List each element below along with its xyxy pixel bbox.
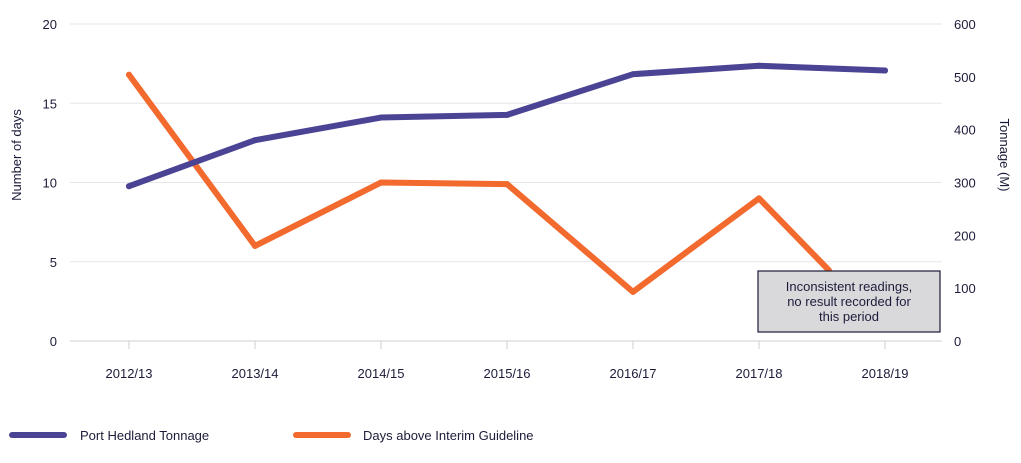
x-tick-label: 2015/16 bbox=[484, 366, 531, 381]
left-tick-label: 0 bbox=[50, 334, 57, 349]
left-tick-label: 15 bbox=[43, 96, 57, 111]
left-tick-label: 20 bbox=[43, 17, 57, 32]
data-point-port-hedland-tonnage bbox=[378, 114, 384, 121]
data-point-port-hedland-tonnage bbox=[126, 183, 132, 190]
right-axis-title: Tonnage (M) bbox=[997, 119, 1012, 192]
annotation-box: Inconsistent readings, no result recorde… bbox=[757, 270, 941, 333]
right-axis-ticks: 0 100 200 300 400 500 600 bbox=[954, 17, 976, 349]
left-axis-title: Number of days bbox=[9, 109, 24, 201]
right-tick-label: 100 bbox=[954, 281, 976, 296]
series-line-days-above-interim-guideline bbox=[126, 71, 832, 295]
data-point-port-hedland-tonnage bbox=[756, 62, 762, 69]
right-tick-label: 200 bbox=[954, 228, 976, 243]
right-tick-label: 500 bbox=[954, 70, 976, 85]
annotation-line-2: no result recorded for bbox=[787, 294, 911, 309]
legend-label-days: Days above Interim Guideline bbox=[363, 428, 534, 443]
data-point-days-above-interim-guideline bbox=[630, 288, 636, 295]
x-axis-ticks: 2012/13 2013/14 2014/15 2015/16 2016/17 2017/… bbox=[106, 341, 909, 381]
data-point-days-above-interim-guideline bbox=[756, 195, 762, 202]
series-line-port-hedland-tonnage bbox=[126, 62, 888, 190]
data-point-port-hedland-tonnage bbox=[630, 71, 636, 78]
annotation-background bbox=[757, 270, 941, 333]
x-tick-label: 2017/18 bbox=[736, 366, 783, 381]
right-tick-label: 400 bbox=[954, 123, 976, 138]
data-point-port-hedland-tonnage bbox=[882, 67, 888, 74]
left-axis-ticks: 0 5 10 15 20 bbox=[43, 17, 57, 349]
legend-item-tonnage: Port Hedland Tonnage bbox=[9, 428, 209, 443]
data-point-port-hedland-tonnage bbox=[252, 137, 258, 144]
right-tick-label: 600 bbox=[954, 17, 976, 32]
legend-label-tonnage: Port Hedland Tonnage bbox=[80, 428, 209, 443]
x-tick-label: 2013/14 bbox=[232, 366, 279, 381]
annotation-line-3: this period bbox=[819, 309, 879, 324]
right-tick-label: 300 bbox=[954, 176, 976, 191]
data-point-days-above-interim-guideline bbox=[378, 179, 384, 186]
x-tick-label: 2012/13 bbox=[106, 366, 153, 381]
right-tick-label: 0 bbox=[954, 334, 961, 349]
data-point-days-above-interim-guideline bbox=[126, 71, 132, 78]
data-point-days-above-interim-guideline bbox=[252, 242, 258, 249]
legend: Port Hedland Tonnage Days above Interim … bbox=[9, 428, 534, 443]
x-tick-label: 2018/19 bbox=[862, 366, 909, 381]
data-point-days-above-interim-guideline bbox=[504, 181, 510, 188]
left-tick-label: 10 bbox=[43, 176, 57, 191]
annotation-line-1: Inconsistent readings, bbox=[786, 279, 912, 294]
x-tick-label: 2016/17 bbox=[610, 366, 657, 381]
legend-item-days: Days above Interim Guideline bbox=[293, 428, 534, 443]
left-tick-label: 5 bbox=[50, 255, 57, 270]
data-point-port-hedland-tonnage bbox=[504, 111, 510, 118]
series-layer bbox=[126, 62, 888, 295]
x-tick-label: 2014/15 bbox=[358, 366, 405, 381]
